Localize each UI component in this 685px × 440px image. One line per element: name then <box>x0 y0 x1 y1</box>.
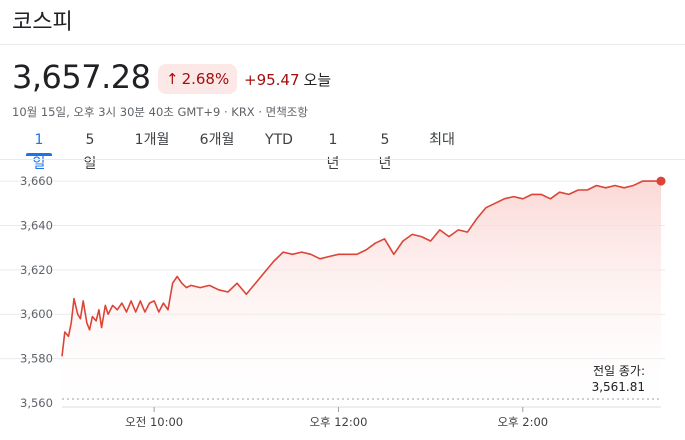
tab-1m[interactable]: 1개월 <box>134 132 170 148</box>
last-price-dot <box>656 176 666 186</box>
percent-change-badge: ↑ 2.68% <box>158 64 238 94</box>
tab-5d[interactable]: 5일 <box>83 132 97 172</box>
tab-6m[interactable]: 6개월 <box>199 132 235 148</box>
previous-close-value: 3,561.81 <box>591 380 645 394</box>
tab-1y[interactable]: 1년 <box>326 132 340 172</box>
quote-meta[interactable]: 10월 15일, 오후 3시 30분 40초 GMT+9 · KRX · 면책조… <box>12 105 308 119</box>
y-tick-label: 3,600 <box>20 307 53 321</box>
up-arrow-icon: ↑ <box>166 70 179 88</box>
title-divider <box>0 44 685 45</box>
y-tick-label: 3,640 <box>20 218 53 232</box>
tab-ytd[interactable]: YTD <box>265 132 293 148</box>
y-tick-label: 3,580 <box>20 352 53 366</box>
x-tick-label: 오후 2:00 <box>497 415 548 429</box>
period-label: 오늘 <box>303 71 332 89</box>
current-price: 3,657.28 <box>12 58 151 96</box>
absolute-change: +95.47 오늘 <box>244 69 331 90</box>
x-tick-label: 오전 10:00 <box>125 415 183 429</box>
page-title: 코스피 <box>12 10 73 35</box>
price-line <box>61 180 661 357</box>
tab-max[interactable]: 최대 <box>429 132 455 148</box>
x-axis: 오전 10:00 오후 12:00 오후 2:00 <box>62 406 661 429</box>
tab-5y[interactable]: 5년 <box>378 132 392 172</box>
x-tick-label: 오후 12:00 <box>309 415 367 429</box>
y-axis: 3,660 3,640 3,620 3,600 3,580 3,560 <box>20 174 53 410</box>
price-area <box>62 181 661 403</box>
tabs-divider <box>0 159 685 160</box>
previous-close-label: 전일 종가: 3,561.81 <box>592 363 645 395</box>
previous-close-caption: 전일 종가: <box>592 364 645 378</box>
tab-1d[interactable]: 1일 <box>26 128 52 172</box>
absolute-change-value: +95.47 <box>244 71 300 89</box>
y-tick-label: 3,660 <box>20 174 53 188</box>
percent-change-value: 2.68% <box>181 70 230 88</box>
y-tick-label: 3,620 <box>20 263 53 277</box>
y-tick-label: 3,560 <box>20 396 53 410</box>
